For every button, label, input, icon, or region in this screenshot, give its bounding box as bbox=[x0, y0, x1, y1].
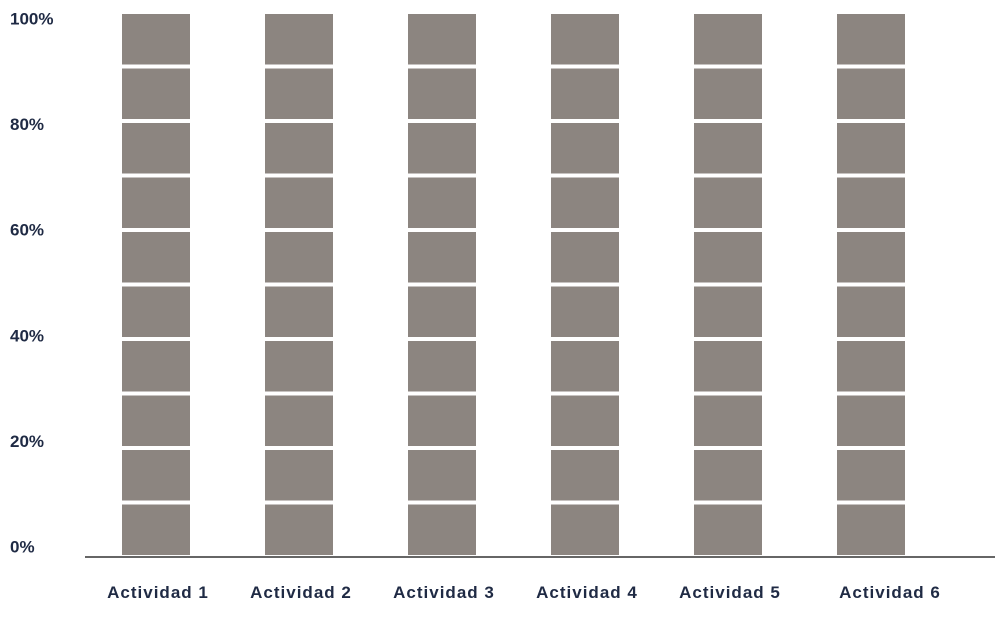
bar-segment bbox=[837, 232, 905, 283]
bar-segment bbox=[837, 14, 905, 65]
y-tick-label: 20% bbox=[10, 432, 44, 451]
bar-segment bbox=[265, 68, 333, 119]
bar-segment bbox=[694, 450, 762, 501]
x-tick-label: Actividad 2 bbox=[250, 583, 352, 602]
x-tick-label: Actividad 1 bbox=[107, 583, 209, 602]
bar-segment bbox=[551, 504, 619, 555]
bar-segment bbox=[122, 341, 190, 392]
bar-segment bbox=[265, 286, 333, 337]
bar-segment bbox=[265, 341, 333, 392]
bar-segment bbox=[265, 14, 333, 65]
bar-segment bbox=[694, 341, 762, 392]
bar-segment bbox=[837, 450, 905, 501]
bar-segment bbox=[837, 504, 905, 555]
y-tick-label: 40% bbox=[10, 326, 44, 345]
bar-segment bbox=[408, 341, 476, 392]
bar-segment bbox=[551, 14, 619, 65]
bar-segment bbox=[551, 395, 619, 446]
y-tick-label: 100% bbox=[10, 9, 53, 28]
bar-segment bbox=[408, 286, 476, 337]
bar-segment bbox=[694, 14, 762, 65]
bar-segment bbox=[694, 504, 762, 555]
x-tick-label: Actividad 4 bbox=[536, 583, 638, 602]
bar-segment bbox=[551, 286, 619, 337]
bar-segment bbox=[265, 177, 333, 228]
bar-segment bbox=[408, 395, 476, 446]
y-tick-label: 0% bbox=[10, 537, 35, 556]
bar-segment bbox=[694, 395, 762, 446]
bar-segment bbox=[265, 504, 333, 555]
bar-segment bbox=[122, 177, 190, 228]
x-tick-label: Actividad 3 bbox=[393, 583, 495, 602]
bar-segment bbox=[408, 450, 476, 501]
bar-segment bbox=[694, 68, 762, 119]
bar-segment bbox=[122, 395, 190, 446]
bar-segment bbox=[551, 123, 619, 174]
bar-segment bbox=[122, 504, 190, 555]
bar-segment bbox=[408, 177, 476, 228]
bar-segment bbox=[122, 286, 190, 337]
bar-segment bbox=[837, 286, 905, 337]
bar-segment bbox=[551, 232, 619, 283]
bar-segment bbox=[837, 123, 905, 174]
bar-segment bbox=[551, 68, 619, 119]
bar-segment bbox=[265, 232, 333, 283]
bar-segment bbox=[694, 232, 762, 283]
bar-segment bbox=[551, 341, 619, 392]
x-tick-label: Actividad 5 bbox=[679, 583, 781, 602]
bar-segment bbox=[837, 177, 905, 228]
bar-segment bbox=[551, 177, 619, 228]
bar-segment bbox=[837, 68, 905, 119]
bar-segment bbox=[122, 68, 190, 119]
bar-segment bbox=[265, 395, 333, 446]
bar-segment bbox=[408, 68, 476, 119]
bar-segment bbox=[122, 232, 190, 283]
bar-segment bbox=[408, 14, 476, 65]
bar-segment bbox=[694, 123, 762, 174]
bar-segment bbox=[694, 177, 762, 228]
y-tick-label: 80% bbox=[10, 115, 44, 134]
bar-segment bbox=[122, 450, 190, 501]
bar-segment bbox=[837, 341, 905, 392]
bar-segment bbox=[408, 232, 476, 283]
bar-segment bbox=[265, 450, 333, 501]
bar-segment bbox=[837, 395, 905, 446]
bar-segment bbox=[551, 450, 619, 501]
bar-segment bbox=[122, 123, 190, 174]
bar-segment bbox=[265, 123, 333, 174]
bar-segment bbox=[694, 286, 762, 337]
x-tick-label: Actividad 6 bbox=[839, 583, 941, 602]
bar-segment bbox=[408, 504, 476, 555]
y-tick-label: 60% bbox=[10, 221, 44, 240]
bar-segment bbox=[408, 123, 476, 174]
bar-segment bbox=[122, 14, 190, 65]
